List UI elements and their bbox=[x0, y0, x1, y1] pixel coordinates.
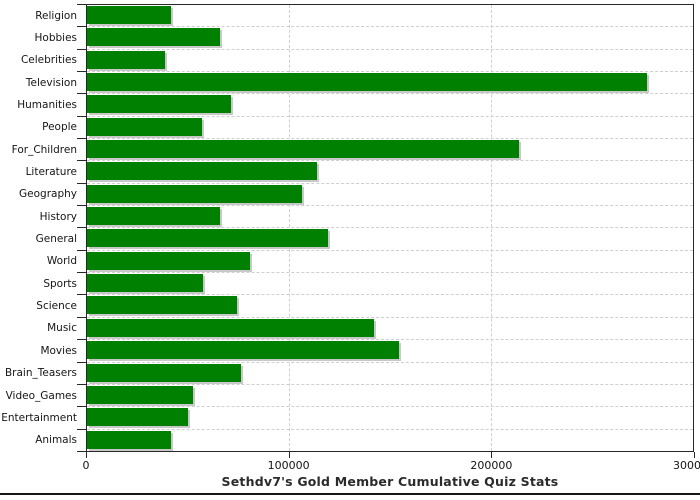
y-axis-tick bbox=[77, 160, 87, 162]
x-tick-mark bbox=[491, 452, 493, 458]
y-axis-tick bbox=[77, 71, 87, 73]
category-label: Celebrities bbox=[20, 54, 77, 67]
x-tick-mark bbox=[288, 452, 290, 458]
bar-row: General bbox=[36, 227, 693, 249]
category-label: Geography bbox=[19, 188, 77, 201]
y-axis-tick bbox=[77, 227, 87, 229]
y-axis-tick bbox=[77, 205, 87, 207]
bar-history bbox=[87, 207, 220, 226]
bar-row: Literature bbox=[26, 160, 693, 182]
bar-rows: Religion Hobbies Celebrities Television Huma… bbox=[1, 4, 693, 452]
bar-celebrities bbox=[87, 50, 166, 69]
x-tick-label: 200000 bbox=[470, 459, 513, 472]
bar-row: Celebrities bbox=[21, 48, 693, 71]
bar-music bbox=[87, 318, 375, 337]
bar-row: For_Children bbox=[12, 138, 693, 160]
y-axis-tick bbox=[77, 182, 87, 184]
y-axis-tick bbox=[77, 428, 87, 430]
bar-brain_teasers bbox=[87, 363, 242, 382]
y-axis-tick bbox=[77, 383, 87, 385]
y-axis-tick bbox=[77, 115, 87, 117]
y-axis-tick bbox=[77, 361, 87, 363]
plot-area: Religion Hobbies Celebrities Television Huma… bbox=[1, 4, 694, 452]
category-label: Sports bbox=[43, 277, 77, 290]
category-label: General bbox=[35, 232, 77, 245]
bar-row: Religion bbox=[35, 4, 693, 26]
y-axis-tick bbox=[77, 406, 87, 408]
x-axis: 0 100000 200000 300000 bbox=[82, 452, 700, 486]
category-label: Animals bbox=[35, 433, 77, 446]
category-label: Television bbox=[25, 76, 77, 89]
x-tick-mark bbox=[86, 452, 87, 458]
category-label: Entertainment bbox=[1, 411, 77, 424]
category-label: Humanities bbox=[17, 98, 77, 111]
category-label: History bbox=[39, 210, 77, 223]
bar-people bbox=[87, 117, 202, 136]
y-axis-tick bbox=[77, 272, 87, 274]
y-axis-tick bbox=[77, 48, 87, 50]
bar-general bbox=[87, 229, 328, 248]
bar-movies bbox=[87, 341, 400, 360]
bar-row: History bbox=[40, 205, 693, 227]
bar-sports bbox=[87, 274, 204, 293]
bar-humanities bbox=[87, 95, 232, 114]
bar-row: Geography bbox=[19, 182, 693, 205]
bar-row: People bbox=[42, 115, 693, 138]
category-label: Hobbies bbox=[34, 31, 78, 44]
bar-row: Television bbox=[26, 71, 693, 93]
category-label: Brain_Teasers bbox=[4, 366, 77, 379]
bar-hobbies bbox=[87, 28, 220, 47]
y-axis-tick bbox=[77, 249, 87, 251]
bar-row: Video_Games bbox=[6, 383, 693, 406]
category-label: Religion bbox=[35, 9, 77, 22]
category-label: World bbox=[46, 255, 77, 268]
bar-animals bbox=[87, 430, 172, 449]
bar-row: Science bbox=[36, 294, 693, 316]
y-axis-tick bbox=[77, 450, 87, 452]
y-axis-tick bbox=[77, 138, 87, 140]
category-label: Science bbox=[36, 299, 77, 312]
bar-row: Brain_Teasers bbox=[5, 361, 693, 384]
bar-religion bbox=[87, 6, 171, 24]
y-axis-tick bbox=[77, 316, 87, 318]
bar-row: Music bbox=[47, 316, 693, 339]
bar-row: Movies bbox=[40, 339, 693, 361]
bar-literature bbox=[87, 162, 317, 181]
category-label: For_Children bbox=[11, 143, 77, 156]
x-tick-label: 100000 bbox=[267, 459, 310, 472]
bar-row: Humanities bbox=[17, 93, 693, 115]
y-axis-tick bbox=[77, 294, 87, 296]
category-label: Movies bbox=[40, 344, 77, 357]
bar-entertainment bbox=[87, 408, 188, 427]
bar-row: Entertainment bbox=[1, 406, 693, 428]
y-axis-tick bbox=[77, 339, 87, 341]
y-axis-tick bbox=[77, 4, 87, 5]
category-label: Music bbox=[47, 322, 77, 335]
bar-row: Animals bbox=[35, 428, 693, 452]
bottom-divider bbox=[0, 493, 700, 495]
category-label: People bbox=[42, 121, 77, 134]
x-tick-label: 0 bbox=[82, 459, 90, 472]
chart-title: Sethdv7's Gold Member Cumulative Quiz St… bbox=[221, 474, 559, 489]
bar-row: Hobbies bbox=[35, 26, 693, 48]
x-tick-label: 300000 bbox=[673, 459, 700, 472]
bar-geography bbox=[87, 184, 302, 203]
category-label: Video_Games bbox=[5, 389, 77, 402]
bar-row: Sports bbox=[43, 272, 693, 294]
bar-video_games bbox=[87, 385, 194, 404]
bar-for_children bbox=[87, 140, 519, 159]
bar-world bbox=[87, 251, 250, 270]
bar-row: World bbox=[47, 249, 693, 272]
bar-science bbox=[87, 296, 238, 315]
y-axis-tick bbox=[77, 26, 87, 28]
category-label: Literature bbox=[25, 165, 77, 178]
y-axis-tick bbox=[77, 93, 87, 95]
x-tick-mark bbox=[694, 452, 695, 458]
bar-television bbox=[87, 73, 647, 92]
